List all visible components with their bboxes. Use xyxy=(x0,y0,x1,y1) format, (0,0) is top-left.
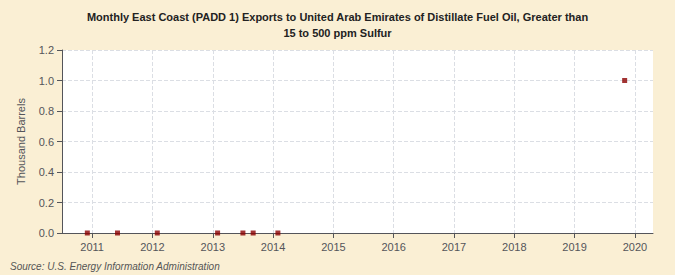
svg-text:2012: 2012 xyxy=(140,241,164,253)
svg-text:Monthly East Coast (PADD 1) Ex: Monthly East Coast (PADD 1) Exports to U… xyxy=(87,11,588,23)
svg-text:2013: 2013 xyxy=(201,241,225,253)
svg-text:2014: 2014 xyxy=(261,241,285,253)
svg-text:2019: 2019 xyxy=(562,241,586,253)
svg-text:Thousand Barrels: Thousand Barrels xyxy=(15,98,27,185)
svg-text:2017: 2017 xyxy=(442,241,466,253)
svg-text:0.4: 0.4 xyxy=(39,166,54,178)
svg-text:0.8: 0.8 xyxy=(39,105,54,117)
svg-text:2016: 2016 xyxy=(381,241,405,253)
svg-text:Source: U.S. Energy Informatio: Source: U.S. Energy Information Administ… xyxy=(10,261,220,272)
svg-text:15 to 500 ppm Sulfur: 15 to 500 ppm Sulfur xyxy=(283,27,392,39)
svg-text:0.6: 0.6 xyxy=(39,136,54,148)
svg-text:1.2: 1.2 xyxy=(39,44,54,56)
svg-text:2011: 2011 xyxy=(80,241,104,253)
svg-text:0.0: 0.0 xyxy=(39,227,54,239)
svg-text:0.2: 0.2 xyxy=(39,197,54,209)
svg-text:2020: 2020 xyxy=(623,241,647,253)
svg-text:2015: 2015 xyxy=(321,241,345,253)
svg-text:1.0: 1.0 xyxy=(39,75,54,87)
svg-text:2018: 2018 xyxy=(502,241,526,253)
